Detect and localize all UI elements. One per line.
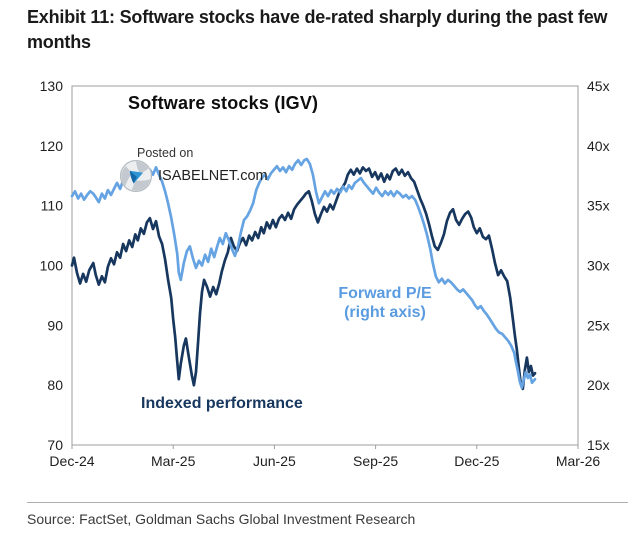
forward-pe-label: Forward P/E (right axis) bbox=[318, 284, 452, 322]
x-axis-label: Sep-25 bbox=[353, 453, 398, 469]
chart-title: Software stocks (IGV) bbox=[128, 93, 319, 113]
right-axis-label: 35x bbox=[587, 198, 610, 214]
left-axis-label: 100 bbox=[40, 258, 64, 274]
x-axis-label: Dec-25 bbox=[454, 453, 499, 469]
watermark-site-name: ISABELNET.com bbox=[158, 168, 268, 184]
right-axis-label: 20x bbox=[587, 377, 610, 393]
forward-pe-label-line2: (right axis) bbox=[344, 304, 426, 322]
exhibit-title: Exhibit 11: Software stocks have de-rate… bbox=[27, 7, 608, 53]
left-axis-label: 80 bbox=[47, 377, 63, 393]
right-axis-label: 25x bbox=[587, 317, 610, 333]
chart-svg: Dec-24 Mar-25 Jun-25 Sep-25 Dec-25 Mar-26 130 1… bbox=[40, 78, 610, 469]
forward-pe-label-line1: Forward P/E bbox=[338, 285, 432, 302]
isabelnet-logo-icon bbox=[119, 159, 153, 198]
left-axis-label: 90 bbox=[47, 317, 63, 333]
left-axis-label: 120 bbox=[40, 138, 64, 154]
left-axis-label: 70 bbox=[47, 437, 63, 453]
right-axis-label: 40x bbox=[587, 138, 610, 154]
watermark-posted-on: Posted on bbox=[137, 146, 194, 160]
left-axis-label: 130 bbox=[40, 78, 64, 94]
left-axis-label: 110 bbox=[41, 198, 64, 214]
right-axis-label: 15x bbox=[587, 437, 610, 453]
series-line-indexed-performance bbox=[70, 166, 537, 391]
right-axis-label: 30x bbox=[587, 258, 610, 274]
source-note: Source: FactSet, Goldman Sachs Global In… bbox=[27, 511, 416, 527]
x-axis-label: Mar-26 bbox=[556, 453, 601, 469]
x-axis-label: Mar-25 bbox=[151, 453, 196, 469]
right-axis-label: 45x bbox=[587, 78, 610, 94]
divider-line bbox=[27, 502, 628, 503]
x-axis-label: Jun-25 bbox=[253, 453, 296, 469]
indexed-performance-label: Indexed performance bbox=[141, 395, 303, 412]
x-axis-label: Dec-24 bbox=[49, 453, 94, 469]
plot-border bbox=[71, 85, 579, 446]
